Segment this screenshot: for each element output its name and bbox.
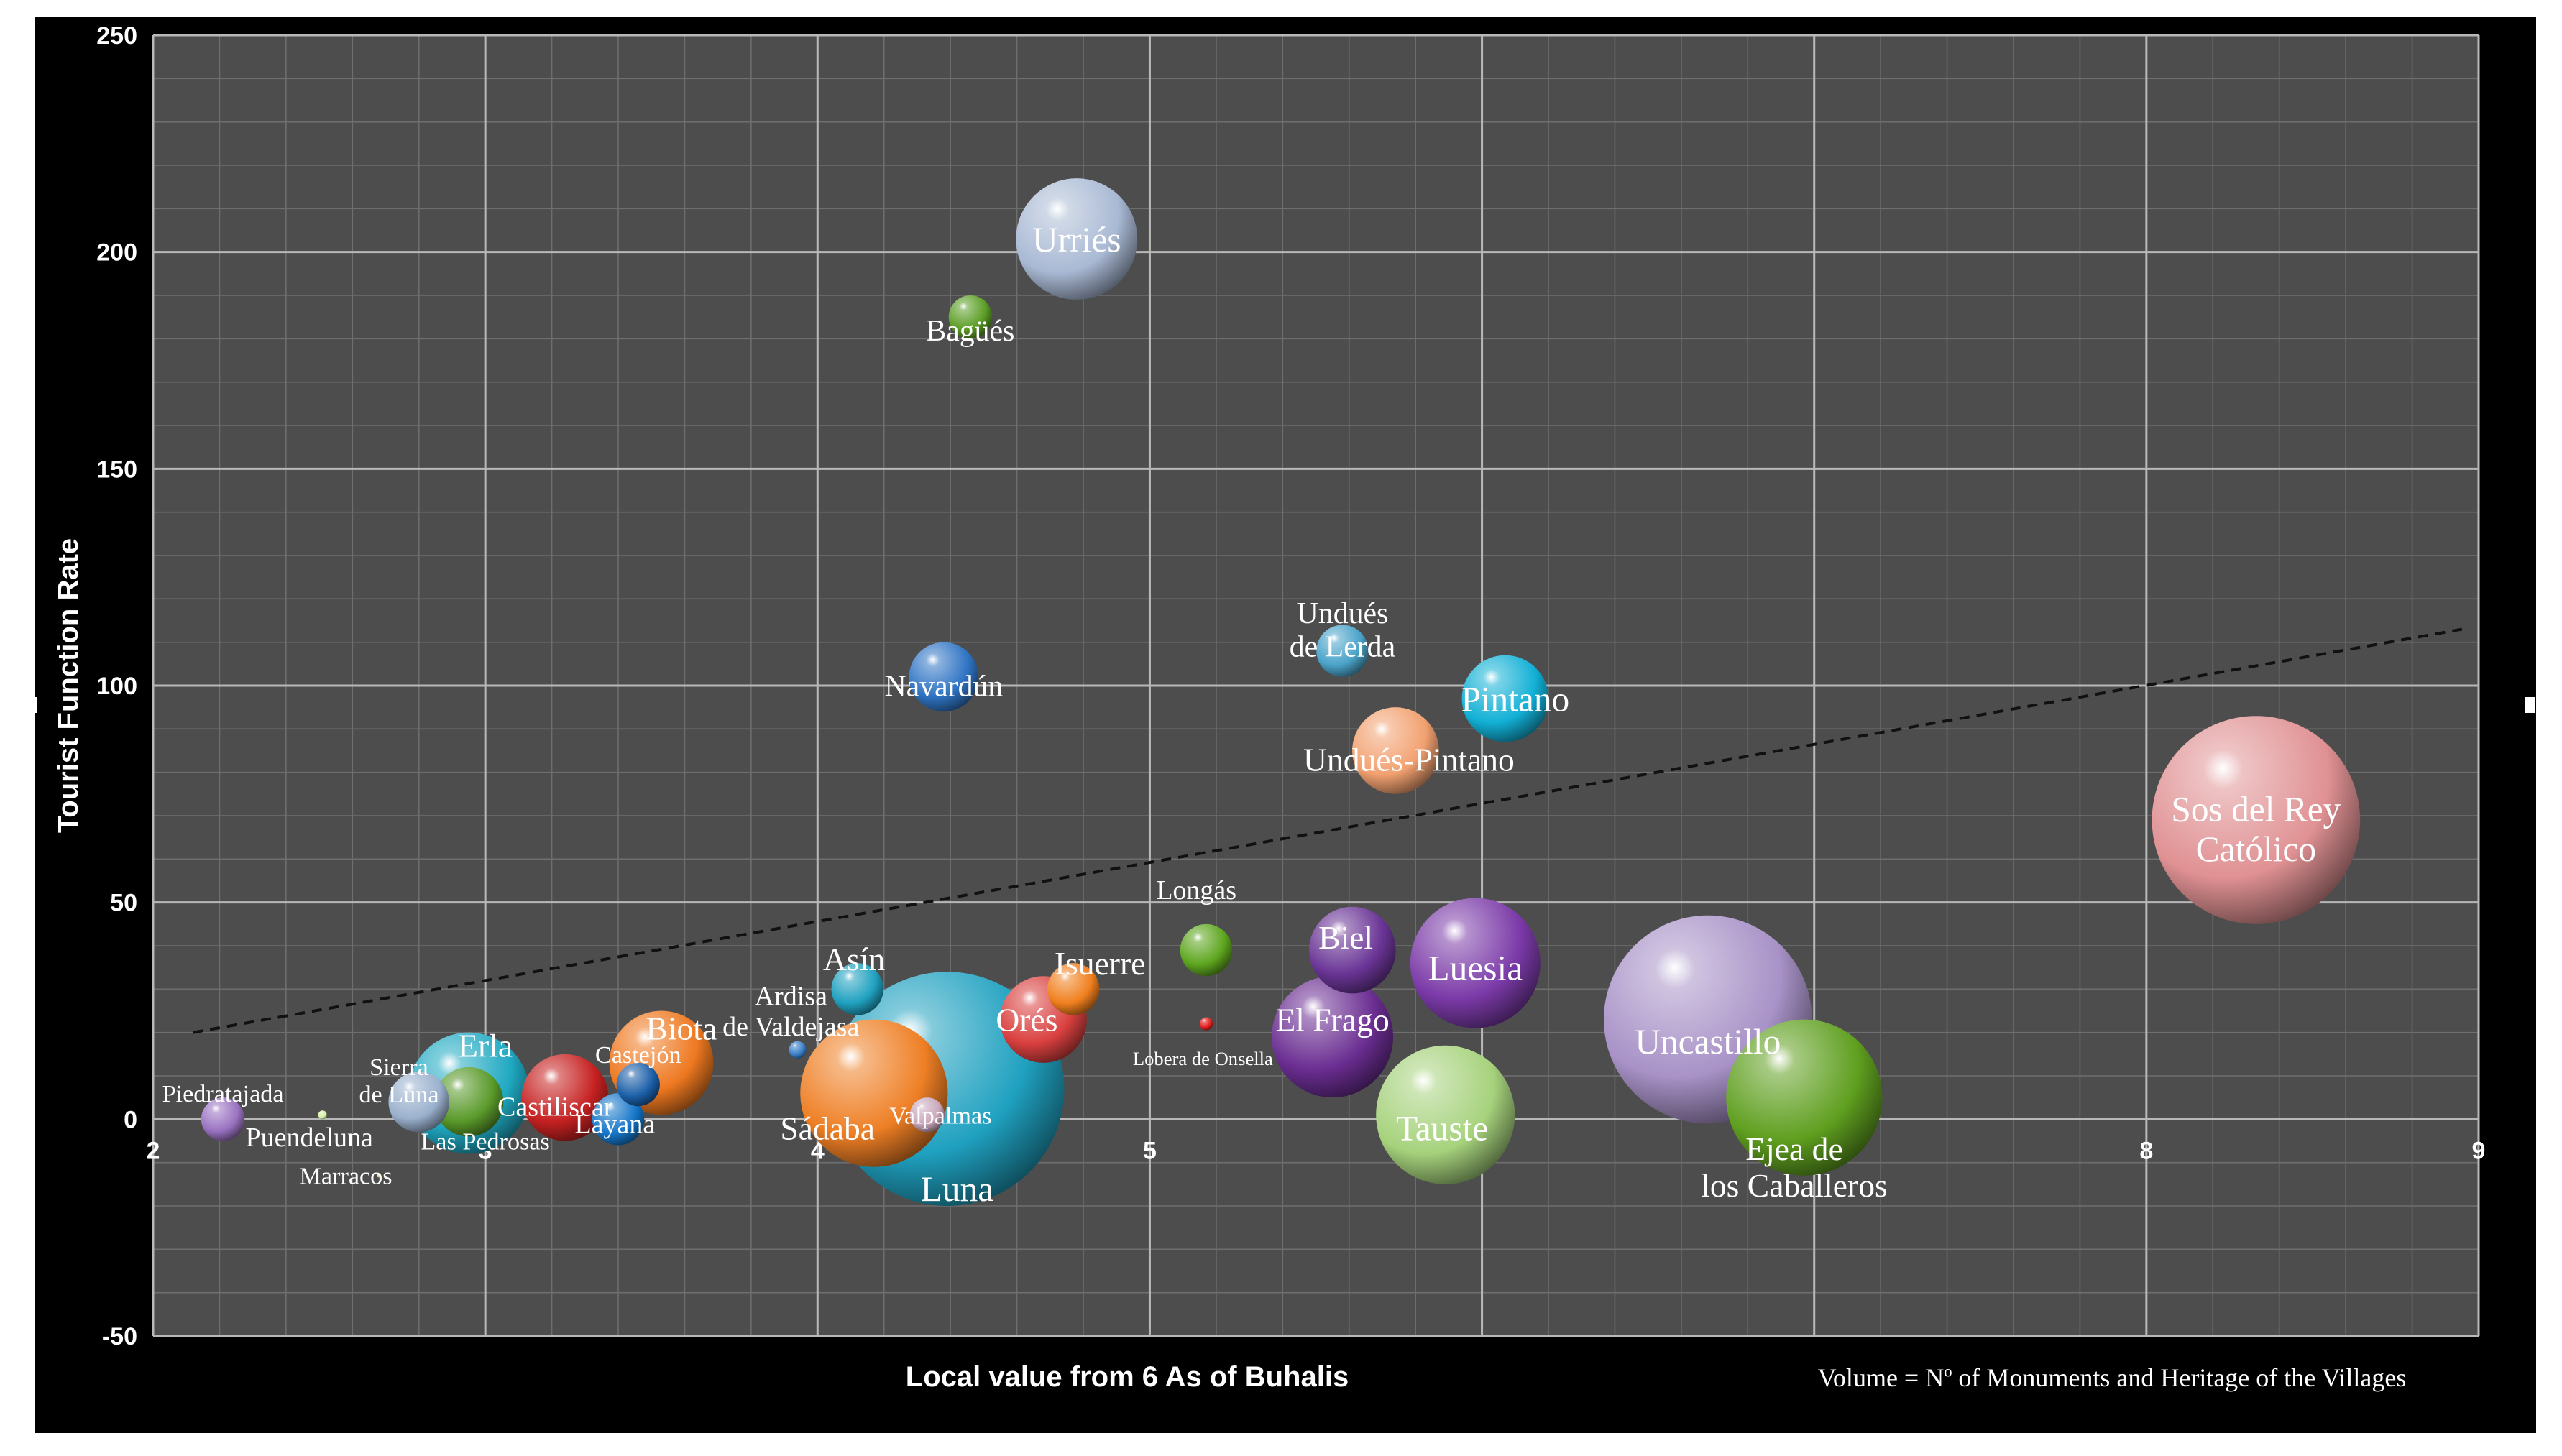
bubble-valpalmas: [909, 1097, 945, 1133]
bubble-bagues: [948, 295, 993, 339]
bubble-sierra-de-luna: [388, 1071, 449, 1133]
x-tick-label: 5: [1143, 1137, 1157, 1164]
label-las-pedrosas: Las Pedrosas: [421, 1128, 549, 1155]
label-valpalmas: Valpalmas: [889, 1102, 991, 1129]
x-axis-title: Local value from 6 As of Buhalis: [906, 1361, 1349, 1393]
bubble-layana: [592, 1093, 645, 1146]
label-undues-pintano: Undués-Pintano: [1303, 742, 1515, 778]
label-ardisa-de-valdejasa: Ardisa de Valdejasa: [722, 982, 859, 1043]
bubble-biel: [1309, 906, 1396, 994]
label-castejon: Castejón: [595, 1042, 681, 1069]
label-layana: Layana: [574, 1110, 655, 1140]
label-isuerre: Isuerre: [1055, 945, 1146, 982]
label-castiliscar: Castiliscar: [497, 1092, 613, 1123]
label-pintano: Pintano: [1461, 679, 1569, 719]
label-biota: Biota: [646, 1010, 717, 1047]
bubble-ejea-de-los-caballeros: [1726, 1019, 1883, 1176]
bubble-isuerre: [1047, 963, 1100, 1015]
bubble-undues-de-lerda: [1316, 625, 1369, 677]
y-tick-label: -50: [102, 1323, 137, 1350]
label-undues-de-lerda: Undués de Lerda: [1290, 597, 1395, 664]
bubble-luesia: [1410, 898, 1541, 1028]
label-luna: Luna: [921, 1169, 994, 1209]
bubble-navardun: [909, 642, 979, 712]
x-tick-label: 8: [2139, 1137, 2153, 1164]
bubble-tauste: [1376, 1045, 1515, 1184]
label-erla: Erla: [458, 1028, 513, 1064]
bubbles: [201, 178, 2361, 1206]
bubble-sos-del-rey-catolico: [2152, 716, 2361, 924]
y-tick-label: 50: [110, 890, 137, 917]
bubble-puendeluna: [318, 1110, 327, 1120]
label-ores: Orés: [996, 1002, 1057, 1038]
chart-frame: -5005010015020025023456789 UrriésBagüésN…: [35, 17, 2536, 1433]
label-tauste: Tauste: [1396, 1109, 1488, 1148]
label-marracos: Marracos: [299, 1164, 392, 1190]
label-luesia: Luesia: [1428, 948, 1523, 987]
label-sadaba: Sádaba: [780, 1110, 875, 1146]
y-tick-label: 250: [96, 22, 137, 50]
volume-note: Volume = Nº of Monuments and Heritage of…: [1818, 1363, 2407, 1392]
y-axis-title: Tourist Function Rate: [52, 538, 84, 833]
label-bagues: Bagüés: [926, 315, 1014, 348]
y-tick-label: 0: [124, 1106, 137, 1133]
bubble-longas: [1180, 923, 1233, 977]
bubble-lobera-de-onsella: [1199, 1017, 1213, 1031]
bubble-piedratajada: [201, 1097, 245, 1141]
bubble-marracos: [377, 1173, 382, 1178]
label-sos-del-rey-catolico: Sos del Rey Católico: [2171, 790, 2341, 869]
y-tick-label: 100: [96, 673, 137, 700]
bubble-castejon: [616, 1062, 660, 1107]
bubble-asin: [831, 963, 883, 1015]
bubble-el-frago: [1272, 976, 1394, 1098]
label-sierra-de-luna: Sierra de Luna: [359, 1054, 439, 1108]
label-puendeluna: Puendeluna: [246, 1123, 373, 1153]
label-uncastillo: Uncastillo: [1635, 1022, 1781, 1061]
bubble-ardisa-de-valdejasa: [789, 1041, 807, 1059]
label-longas: Longás: [1156, 875, 1236, 906]
label-asin: Asín: [823, 941, 885, 977]
bubble-chart: -5005010015020025023456789 UrriésBagüésN…: [52, 22, 2486, 1393]
label-piedratajada: Piedratajada: [162, 1081, 284, 1107]
resize-handle-right[interactable]: [2525, 697, 2535, 713]
label-ejea-de-los-caballeros: Ejea de los Caballeros: [1701, 1130, 1888, 1204]
label-navardun: Navardún: [884, 671, 1003, 704]
bubble-sadaba: [800, 1019, 948, 1167]
bubble-undues-pintano: [1352, 707, 1439, 794]
bubble-pintano: [1461, 655, 1549, 742]
y-tick-label: 200: [96, 239, 137, 267]
bubble-labels: Urriés Bagüés Navardún Undués de Lerda Pintan…: [162, 220, 2341, 1209]
x-tick-label: 2: [147, 1137, 160, 1164]
bubble-castiliscar: [521, 1054, 609, 1141]
label-biel: Biel: [1318, 919, 1373, 956]
x-tick-label: 9: [2472, 1137, 2486, 1164]
y-tick-label: 150: [96, 456, 137, 483]
trend-line: [193, 627, 2463, 1034]
bubble-urries: [1016, 178, 1138, 300]
label-el-frago: El Frago: [1275, 1002, 1389, 1038]
resize-handle-left[interactable]: [27, 697, 37, 713]
label-lobera-de-onsella: Lobera de Onsella: [1133, 1048, 1273, 1069]
bubble-las-pedrosas: [433, 1066, 504, 1137]
label-urries: Urriés: [1032, 220, 1121, 259]
